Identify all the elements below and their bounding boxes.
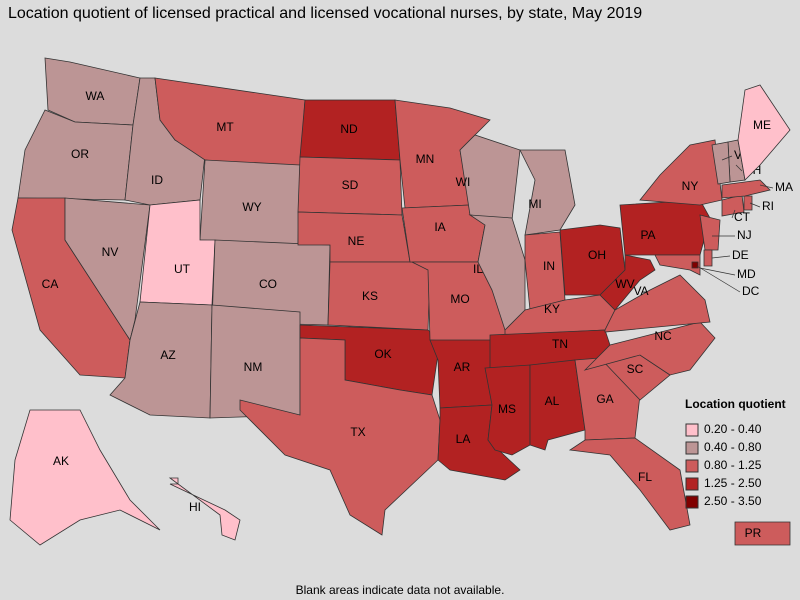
leader-line <box>696 265 741 293</box>
state-label: WV <box>615 277 634 291</box>
state-label: ME <box>753 118 771 132</box>
state-label: UT <box>174 262 191 276</box>
state-shape <box>327 261 431 331</box>
state-label: CO <box>259 277 277 291</box>
state-label: PA <box>640 228 655 242</box>
state-shape <box>654 254 701 276</box>
state-label: MN <box>416 152 435 166</box>
state-label: FL <box>638 470 652 484</box>
state-label: WA <box>86 89 105 103</box>
state-label: MT <box>216 120 234 134</box>
state-label: IL <box>473 262 483 276</box>
state-label: NJ <box>737 228 752 242</box>
state-label: VA <box>633 284 648 298</box>
state-shape <box>568 437 691 531</box>
state-shape <box>168 477 241 541</box>
leader-line <box>699 267 736 276</box>
state-label: NM <box>244 360 263 374</box>
state-label: DC <box>742 284 760 298</box>
leader-line <box>759 184 774 189</box>
state-label: AR <box>454 360 471 374</box>
state-label: HI <box>189 500 201 514</box>
state-shape <box>604 274 711 333</box>
legend-label: 0.40 - 0.80 <box>704 440 762 454</box>
state-label: CT <box>734 210 751 224</box>
legend-swatch <box>685 441 699 455</box>
state-label: DE <box>732 248 749 262</box>
state-label: MA <box>775 180 793 194</box>
state-label: SD <box>342 178 359 192</box>
state-shape <box>734 521 791 546</box>
legend-label: 2.50 - 3.50 <box>704 494 762 508</box>
state-label: KS <box>362 289 378 303</box>
state-label: TX <box>350 425 365 439</box>
state-label: IN <box>543 259 555 273</box>
state-label: WI <box>456 175 471 189</box>
leader-line <box>735 164 743 172</box>
state-label: OH <box>588 248 606 262</box>
legend-swatch <box>685 495 699 509</box>
state-label: MD <box>737 267 756 281</box>
state-label: NC <box>654 329 672 343</box>
state-label: OR <box>71 147 89 161</box>
state-label: PR <box>745 526 762 540</box>
state-label: SC <box>627 362 644 376</box>
legend-label: 0.80 - 1.25 <box>704 458 762 472</box>
state-shape <box>9 409 161 546</box>
legend-swatch <box>685 423 699 437</box>
state-shape <box>743 195 753 211</box>
state-label: GA <box>596 392 613 406</box>
state-label: RI <box>762 199 774 213</box>
state-shape <box>703 249 713 267</box>
leader-line <box>721 155 733 161</box>
state-label: MS <box>498 402 516 416</box>
state-label: MO <box>450 292 469 306</box>
state-label: NY <box>682 179 699 193</box>
state-label: IA <box>434 220 445 234</box>
state-label: OK <box>374 347 391 361</box>
state-label: MI <box>528 197 541 211</box>
state-label: LA <box>456 432 471 446</box>
state-shape <box>639 139 723 206</box>
map-title: Location quotient of licensed practical … <box>8 5 642 22</box>
state-shape <box>699 214 721 251</box>
footnote: Blank areas indicate data not available. <box>296 583 505 597</box>
legend-label: 1.25 - 2.50 <box>704 476 762 490</box>
state-label: WY <box>242 200 261 214</box>
state-shape <box>711 141 731 185</box>
state-shape <box>519 149 576 236</box>
legend-label: 0.20 - 0.40 <box>704 422 762 436</box>
state-shape <box>619 199 711 256</box>
legend-swatch <box>685 477 699 491</box>
state-label: KY <box>544 302 560 316</box>
state-label: ID <box>151 173 163 187</box>
state-shape <box>737 84 791 181</box>
state-label: TN <box>552 337 568 351</box>
state-label: NV <box>102 245 119 259</box>
state-shape <box>721 179 771 199</box>
legend-swatch <box>685 459 699 473</box>
state-label: AK <box>53 454 69 468</box>
state-label: CA <box>42 277 59 291</box>
leader-line <box>749 202 761 208</box>
state-shape <box>239 337 441 536</box>
state-label: NE <box>348 234 365 248</box>
leader-line <box>711 255 731 259</box>
state-shape <box>583 321 716 376</box>
state-shape <box>599 254 656 311</box>
leader-line <box>731 209 736 219</box>
state-label: AL <box>545 394 560 408</box>
state-shape <box>691 261 699 269</box>
state-shape <box>459 134 521 221</box>
legend-title: Location quotient <box>685 397 786 411</box>
state-label: AZ <box>160 348 175 362</box>
state-label: ND <box>340 122 358 136</box>
